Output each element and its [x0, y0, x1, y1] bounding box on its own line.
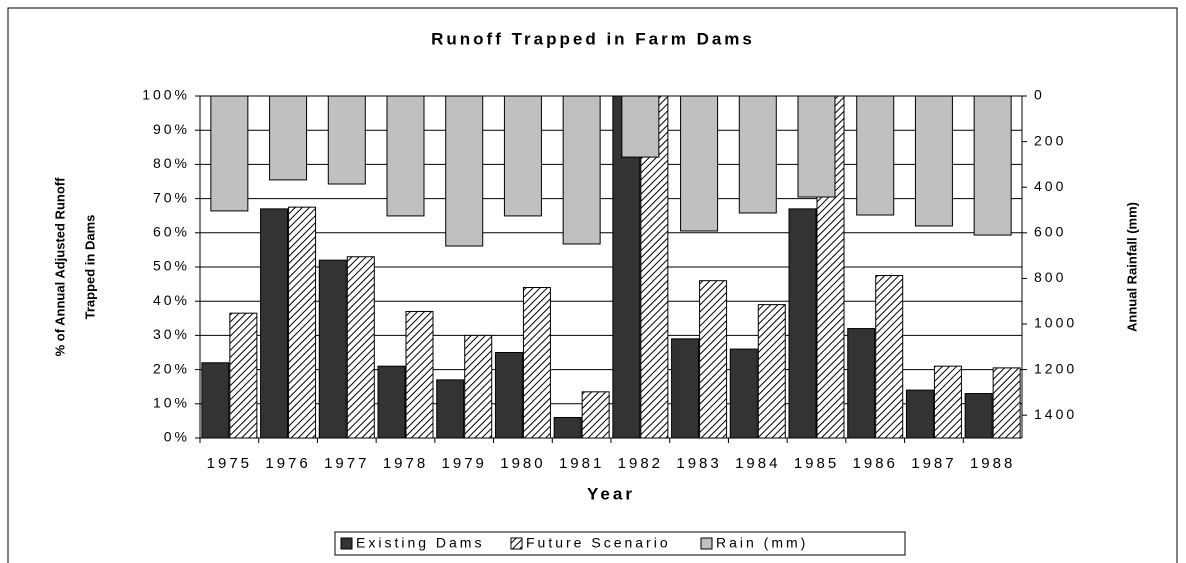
- y-tick-label: 30%: [153, 326, 190, 342]
- bar: [346, 256, 375, 439]
- bar: [933, 365, 962, 439]
- bar: [464, 334, 493, 439]
- y-tick-label: 70%: [153, 189, 190, 205]
- x-tick-label: 1982: [618, 455, 663, 472]
- rain-bar: [327, 95, 366, 185]
- y-tick-label: 50%: [153, 258, 190, 274]
- rain-bar: [856, 95, 895, 216]
- y2-tick-label: 1400: [1034, 406, 1077, 422]
- y-tick-label: 100%: [142, 87, 190, 103]
- legend-swatch: [700, 537, 713, 550]
- y2-tick-label: 600: [1034, 224, 1066, 240]
- x-tick-label: 1983: [676, 455, 721, 472]
- y2-tick-label: 1200: [1034, 360, 1077, 376]
- y-tick-label: 90%: [153, 121, 190, 137]
- legend-label: Existing Dams: [356, 535, 484, 551]
- y-tick-label: 10%: [153, 395, 190, 411]
- bar: [992, 367, 1021, 439]
- x-tick-label: 1988: [970, 455, 1015, 472]
- x-tick-label: 1979: [442, 455, 487, 472]
- y2-axis-label: Annual Rainfall (mm): [1124, 202, 1139, 332]
- legend-label: Future Scenario: [526, 535, 671, 551]
- bar: [699, 280, 728, 439]
- bar: [788, 208, 817, 439]
- rain-bar: [680, 95, 719, 232]
- y2-tick-label: 800: [1034, 269, 1066, 285]
- bar: [553, 416, 582, 439]
- bar: [260, 208, 289, 439]
- y2-tick-label: 200: [1034, 132, 1066, 148]
- x-tick-label: 1984: [735, 455, 780, 472]
- legend-label: Rain (mm): [716, 535, 808, 551]
- bar: [201, 362, 230, 439]
- rain-bar: [738, 95, 777, 214]
- bar: [522, 287, 551, 439]
- bar: [964, 393, 993, 439]
- y-tick-label: 60%: [153, 224, 190, 240]
- y2-tick-label: 1000: [1034, 315, 1077, 331]
- bar: [229, 312, 258, 439]
- bar: [875, 275, 904, 439]
- x-tick-label: 1987: [911, 455, 956, 472]
- x-tick-label: 1977: [324, 455, 369, 472]
- rain-bar: [386, 95, 425, 217]
- x-tick-label: 1986: [853, 455, 898, 472]
- rain-bar: [210, 95, 249, 212]
- rain-bar: [445, 95, 484, 247]
- x-tick-label: 1980: [500, 455, 545, 472]
- x-axis-label: Year: [587, 484, 635, 503]
- y2-tick-label: 400: [1034, 178, 1066, 194]
- rain-bar: [269, 95, 308, 181]
- bar: [905, 389, 934, 439]
- bar: [757, 304, 786, 439]
- x-tick-label: 1976: [265, 455, 310, 472]
- rain-bar: [973, 95, 1012, 236]
- bar: [847, 328, 876, 439]
- x-tick-label: 1985: [794, 455, 839, 472]
- rain-bar: [562, 95, 601, 245]
- rain-bar: [503, 95, 542, 217]
- y-tick-label: 80%: [153, 155, 190, 171]
- rain-bar: [797, 95, 836, 198]
- legend-swatch: [340, 537, 353, 550]
- bar: [288, 206, 317, 439]
- x-tick-label: 1975: [207, 455, 252, 472]
- bar: [729, 348, 758, 439]
- y-axis-label: % of Annual Adjusted Runoff: [52, 177, 67, 357]
- bar: [436, 379, 465, 439]
- bar: [377, 365, 406, 439]
- y2-tick-label: 0: [1034, 87, 1045, 103]
- y-tick-label: 40%: [153, 292, 190, 308]
- rain-bar: [914, 95, 953, 227]
- legend-swatch: [510, 537, 523, 550]
- bar: [494, 352, 523, 439]
- y-axis-label: Trapped in Dams: [82, 215, 97, 320]
- bar: [405, 310, 434, 439]
- chart-title: Runoff Trapped in Farm Dams: [431, 29, 755, 48]
- bar: [671, 338, 700, 439]
- bar: [581, 391, 610, 439]
- y-tick-label: 0%: [164, 429, 190, 445]
- rain-bar: [621, 95, 660, 158]
- legend: [334, 531, 906, 556]
- x-tick-label: 1981: [559, 455, 604, 472]
- y-tick-label: 20%: [153, 360, 190, 376]
- x-tick-label: 1978: [383, 455, 428, 472]
- bar: [318, 259, 347, 439]
